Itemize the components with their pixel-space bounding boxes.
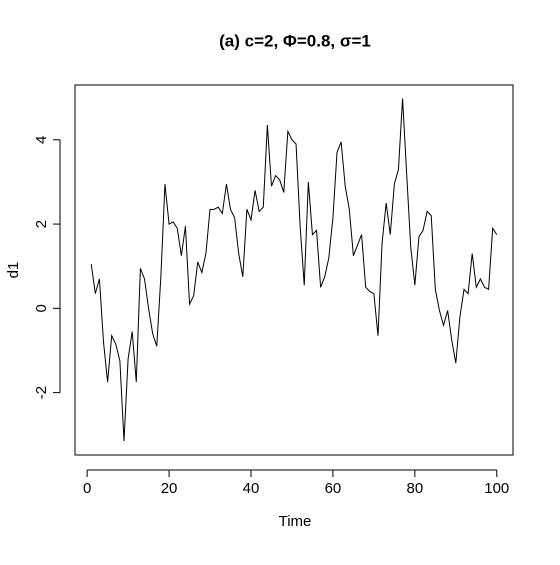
y-tick-label: 0 xyxy=(33,304,50,312)
y-tick-label: 4 xyxy=(33,136,50,144)
x-tick-label: 80 xyxy=(407,480,424,497)
x-tick-label: 40 xyxy=(243,480,260,497)
y-tick-label: -2 xyxy=(33,386,50,399)
x-tick-label: 60 xyxy=(325,480,342,497)
chart-title: (a) c=2, Φ=0.8, σ=1 xyxy=(219,31,371,50)
x-axis-label: Time xyxy=(279,513,312,530)
series-line xyxy=(90,98,498,442)
y-axis-label: d1 xyxy=(5,262,22,279)
y-tick-label: 2 xyxy=(33,220,50,228)
x-tick-label: 100 xyxy=(484,480,509,497)
x-tick-label: 20 xyxy=(161,480,178,497)
x-tick-label: 0 xyxy=(83,480,91,497)
plot-box xyxy=(74,84,514,456)
